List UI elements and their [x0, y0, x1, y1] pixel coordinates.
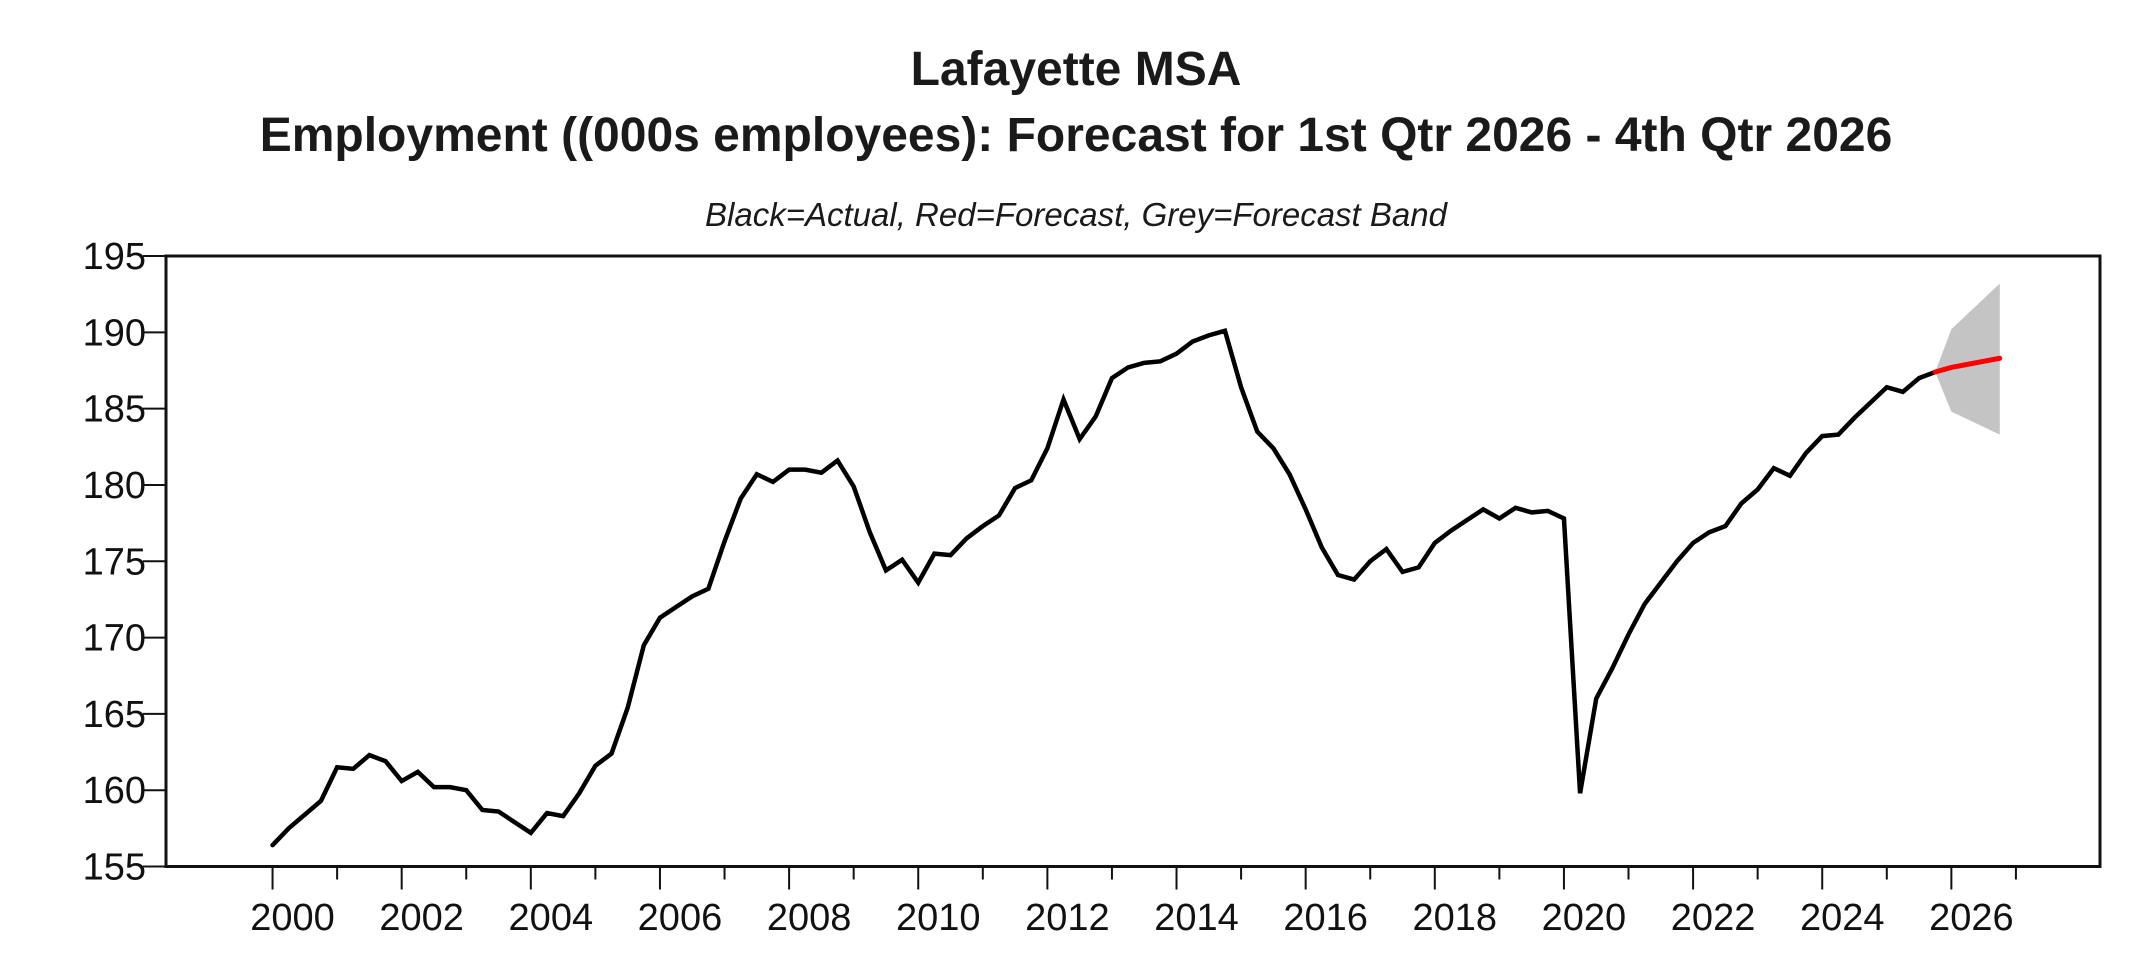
- forecast-line: [1932, 355, 2003, 375]
- plot-frame: [164, 254, 2102, 868]
- x-axis-tick-label: 2012: [1025, 897, 1110, 939]
- x-axis-tick-label: 2002: [379, 897, 464, 939]
- y-axis-tick-label: 190: [83, 312, 146, 354]
- x-axis-tick-label: 2018: [1413, 897, 1498, 939]
- y-axis-tick-label: 180: [83, 465, 146, 507]
- chart-title-line1: Lafayette MSA: [910, 43, 1242, 96]
- x-axis-tick-label: 2016: [1283, 897, 1368, 939]
- y-axis-tick-label: 165: [83, 694, 146, 736]
- y-axis-tick-label: 185: [83, 389, 146, 431]
- forecast-band-area: [1935, 283, 2000, 435]
- x-axis-tick-label: 2000: [250, 897, 335, 939]
- chart-legend-note: Black=Actual, Red=Forecast, Grey=Forecas…: [705, 196, 1447, 233]
- x-axis-tick-label: 2024: [1800, 897, 1885, 939]
- chart-title-line2: Employment ((000s employees): Forecast f…: [259, 109, 1893, 162]
- y-axis-tick-label: 195: [83, 236, 146, 278]
- y-axis-tick-label: 170: [83, 618, 146, 660]
- x-axis-tick-label: 2004: [509, 897, 594, 939]
- x-axis-tick-label: 2006: [638, 897, 723, 939]
- y-axis-tick-label: 155: [83, 847, 146, 889]
- y-axis-tick-label: 175: [83, 541, 146, 583]
- y-axis-tick-label: 160: [83, 770, 146, 812]
- x-axis-tick-label: 2020: [1542, 897, 1627, 939]
- x-axis-tick-label: 2008: [767, 897, 852, 939]
- x-axis-tick-label: 2014: [1154, 897, 1239, 939]
- actual-line: [270, 328, 1938, 848]
- x-axis-tick-label: 2022: [1671, 897, 1756, 939]
- x-axis-tick-label: 2026: [1929, 897, 2014, 939]
- x-axis-tick-label: 2010: [896, 897, 981, 939]
